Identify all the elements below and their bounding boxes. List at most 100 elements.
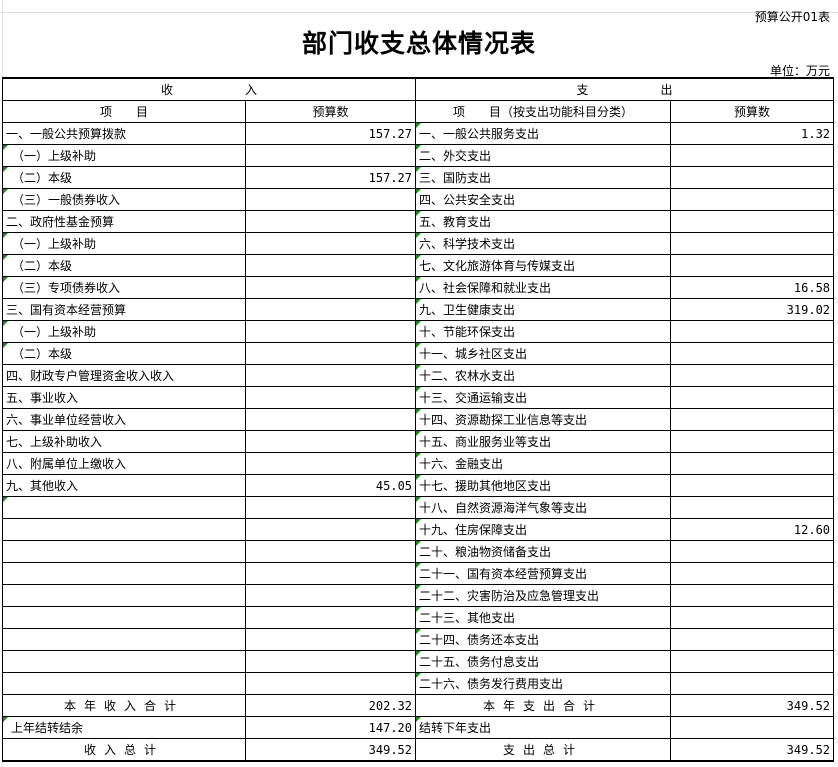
income-value <box>244 188 417 211</box>
table-row: （一）上级补助 六、科学技术支出 <box>2 232 835 255</box>
expense-value <box>670 584 835 607</box>
page-title: 部门收支总体情况表 <box>301 29 536 58</box>
expense-item: 九、卫生健康支出 <box>415 298 672 321</box>
income-value <box>244 210 417 233</box>
table-row: 十八、自然资源海洋气象等支出 <box>2 496 835 519</box>
unit-label: 单位：万元 <box>769 64 830 78</box>
table-row: 二、政府性基金预算 五、教育支出 <box>2 210 835 233</box>
budget-table: 收 入 支 出 项 目 预算数 项 目（按支出功能科目分类） 预算数 一、一般公… <box>1 77 835 762</box>
income-item: 七、上级补助收入 <box>2 430 246 453</box>
expense-item: 三、国防支出 <box>415 166 672 189</box>
expense-item: 二十、粮油物资储备支出 <box>415 540 672 563</box>
income-value <box>244 584 417 607</box>
income-item: 九、其他收入 <box>2 474 246 497</box>
income-item: （三）专项债券收入 <box>2 276 246 299</box>
carry-out-value <box>670 716 835 739</box>
year-income-label: 本年收入合计 <box>2 694 246 717</box>
expense-header: 支 出 <box>415 77 835 101</box>
expense-value: 16.58 <box>670 276 835 299</box>
expense-item: 十二、农林水支出 <box>415 364 672 387</box>
expense-item: 二十三、其他支出 <box>415 606 672 629</box>
table-row: 五、事业收入 十三、交通运输支出 <box>2 386 835 409</box>
form-code: 预算公开01表 <box>754 10 830 24</box>
income-item <box>2 540 246 563</box>
income-value <box>244 452 417 475</box>
year-expense-value: 349.52 <box>670 694 835 717</box>
table-row: 六、事业单位经营收入 十四、资源勘探工业信息等支出 <box>2 408 835 431</box>
expense-item: 六、科学技术支出 <box>415 232 672 255</box>
income-item <box>2 584 246 607</box>
income-item <box>2 650 246 673</box>
income-value <box>244 430 417 453</box>
expense-item: 二、外交支出 <box>415 144 672 167</box>
income-value <box>244 408 417 431</box>
expense-value <box>670 342 835 365</box>
table-row: 八、附属单位上缴收入 十六、金融支出 <box>2 452 835 475</box>
expense-item: 十八、自然资源海洋气象等支出 <box>415 496 672 519</box>
expense-value <box>670 474 835 497</box>
expense-item: 十、节能环保支出 <box>415 320 672 343</box>
income-value <box>244 232 417 255</box>
expense-item: 十三、交通运输支出 <box>415 386 672 409</box>
table-row: （一）上级补助 二、外交支出 <box>2 144 835 167</box>
table-row: （一）上级补助 十、节能环保支出 <box>2 320 835 343</box>
expense-value <box>670 452 835 475</box>
table-row: 七、上级补助收入 十五、商业服务业等支出 <box>2 430 835 453</box>
expense-value <box>670 210 835 233</box>
table-row: 二十五、债务付息支出 <box>2 650 835 673</box>
income-header: 收 入 <box>1 77 417 101</box>
income-value: 45.05 <box>244 474 417 497</box>
income-item: 二、政府性基金预算 <box>2 210 246 233</box>
expense-item: 七、文化旅游体育与传媒支出 <box>415 254 672 277</box>
income-item: （三）一般债券收入 <box>2 188 246 211</box>
expense-value <box>670 232 835 255</box>
income-item <box>2 518 246 541</box>
table-row: （二）本级 七、文化旅游体育与传媒支出 <box>2 254 835 277</box>
expense-value <box>670 364 835 387</box>
income-item <box>2 672 246 695</box>
expense-item: 十一、城乡社区支出 <box>415 342 672 365</box>
income-value <box>244 606 417 629</box>
expense-value <box>670 430 835 453</box>
table-row: 十九、住房保障支出 12.60 <box>2 518 835 541</box>
table-row: （三）一般债券收入 四、公共安全支出 <box>2 188 835 211</box>
income-value <box>244 540 417 563</box>
expense-budget-header: 预算数 <box>670 100 835 123</box>
expense-value: 12.60 <box>670 518 835 541</box>
income-item <box>2 562 246 585</box>
table-row: （二）本级 十一、城乡社区支出 <box>2 342 835 365</box>
expense-item: 十九、住房保障支出 <box>415 518 672 541</box>
table-row: 二十二、灾害防治及应急管理支出 <box>2 584 835 607</box>
income-value <box>244 320 417 343</box>
income-item: 五、事业收入 <box>2 386 246 409</box>
income-value <box>244 496 417 519</box>
year-income-value: 202.32 <box>244 694 417 717</box>
income-total-label: 收入总计 <box>2 738 246 762</box>
table-row: 九、其他收入 45.05 十七、援助其他地区支出 <box>2 474 835 497</box>
table-row: 二十四、债务还本支出 <box>2 628 835 651</box>
income-value <box>244 650 417 673</box>
income-value <box>244 518 417 541</box>
carry-in-label: 上年结转结余 <box>2 716 246 739</box>
table-row: 四、财政专户管理资金收入收入 十二、农林水支出 <box>2 364 835 387</box>
income-item: 三、国有资本经营预算 <box>2 298 246 321</box>
expense-value <box>670 408 835 431</box>
expense-value <box>670 166 835 189</box>
expense-value <box>670 540 835 563</box>
expense-item: 八、社会保障和就业支出 <box>415 276 672 299</box>
carry-out-label: 结转下年支出 <box>415 716 672 739</box>
table-row: 三、国有资本经营预算 九、卫生健康支出 319.02 <box>2 298 835 321</box>
expense-total-value: 349.52 <box>670 738 835 762</box>
income-item: （一）上级补助 <box>2 232 246 255</box>
income-value <box>244 364 417 387</box>
income-value <box>244 672 417 695</box>
income-budget-header: 预算数 <box>244 100 417 123</box>
expense-value <box>670 650 835 673</box>
income-total-value: 349.52 <box>244 738 417 762</box>
expense-item: 二十六、债务发行费用支出 <box>415 672 672 695</box>
table-row: 二十、粮油物资储备支出 <box>2 540 835 563</box>
table-row: 二十六、债务发行费用支出 <box>2 672 835 695</box>
income-item <box>2 496 246 519</box>
income-value: 157.27 <box>244 122 417 145</box>
expense-item: 十六、金融支出 <box>415 452 672 475</box>
